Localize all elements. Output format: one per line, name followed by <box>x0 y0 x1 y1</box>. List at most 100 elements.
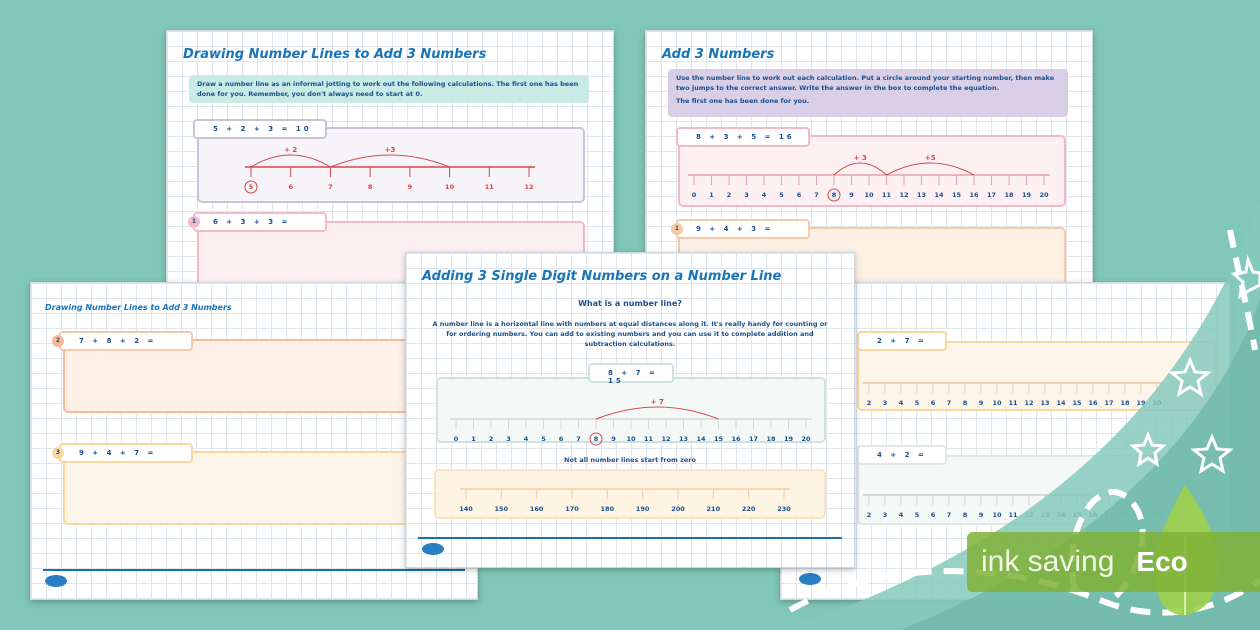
tick-label: 8 <box>368 183 373 191</box>
question-3-equation: 9 + 4 + 7 = <box>59 443 193 463</box>
tick-label: 5 <box>915 511 920 519</box>
tick-label: 11 <box>485 183 495 191</box>
jump-arc <box>330 154 450 168</box>
tick-label: 12 <box>899 191 908 199</box>
tick-label: 13 <box>679 435 688 443</box>
number-line-140-230: 140 150 160 170 180 190 200 210 220 230 <box>459 488 791 513</box>
tick-label: 11 <box>1008 511 1018 519</box>
tick-label: 7 <box>328 183 333 191</box>
tick-label: 5 <box>249 183 254 191</box>
example-equation: 8 + 7 = 15 <box>588 363 674 385</box>
jump-arc <box>886 162 975 176</box>
question-number: 2 <box>52 335 64 347</box>
tick-label: 1 <box>709 191 714 199</box>
question-equation: 4 + 2 = <box>857 445 947 465</box>
tick-label: 4 <box>899 511 904 519</box>
worksheet-adding-single-digit-numbers: Adding 3 Single Digit Numbers on a Numbe… <box>405 252 855 568</box>
worksheet-title: Drawing Number Lines to Add 3 Numbers <box>183 47 487 62</box>
instructions-text: Use the number line to work out each cal… <box>676 74 1055 92</box>
example-panel <box>197 127 585 203</box>
tick-label: 140 <box>459 505 473 513</box>
tick-label: 6 <box>797 191 802 199</box>
tick-label: 170 <box>565 505 579 513</box>
star-icons <box>1129 254 1260 475</box>
jump-arc <box>833 162 887 176</box>
tick-label: 6 <box>288 183 293 191</box>
ink-saving-label: ink saving <box>981 545 1115 578</box>
tick-label: 7 <box>947 511 952 519</box>
tick-label: 5 <box>779 191 784 199</box>
tick-label: 10 <box>992 511 1002 519</box>
tick-label: 14 <box>696 435 706 443</box>
tick-label: 15 <box>714 435 724 443</box>
tick-label: 11 <box>1008 399 1018 407</box>
example-equation: 5 + 2 + 3 = 10 <box>193 119 327 139</box>
tick-label: 18 <box>1120 399 1130 407</box>
tick-label: 16 <box>731 435 741 443</box>
tick-label: 7 <box>576 435 581 443</box>
question-number: 1 <box>671 223 683 235</box>
tick-label: 2 <box>867 511 872 519</box>
tick-label: 3 <box>883 399 888 407</box>
twinkl-logo <box>45 575 67 587</box>
jump-label: + 3 <box>854 154 867 162</box>
tick-label: 6 <box>931 511 936 519</box>
example-number-line: 0 1 2 3 4 5 6 7 8 9 10 11 12 13 14 15 16 17 18 19 20+ 3 +5 <box>688 154 1050 202</box>
tick-label: 4 <box>762 191 767 199</box>
example-number-line: 5 6 7 8 9 10 11 12 + 2 +3 <box>244 146 535 194</box>
tick-label: 7 <box>814 191 819 199</box>
question-number: 1 <box>188 216 200 228</box>
star-icon <box>1190 433 1234 475</box>
tick-label: 200 <box>671 505 685 513</box>
jump-arc <box>595 406 719 420</box>
tick-label: 10 <box>445 183 455 191</box>
tick-label: 5 <box>915 399 920 407</box>
tick-label: 230 <box>777 505 791 513</box>
star-icon <box>1230 254 1260 300</box>
example-number-line: 0 1 2 3 4 5 6 7 8 9 10 11 12 13 14 15 16 17 18 19 20+ 7 <box>450 398 812 446</box>
page-footer <box>43 569 465 571</box>
tick-label: 3 <box>744 191 749 199</box>
tick-label: 2 <box>867 399 872 407</box>
star-icon <box>1129 430 1167 468</box>
tick-label: 17 <box>749 435 758 443</box>
worksheet-add-3-numbers: Add 3 Numbers Use the number line to wor… <box>645 30 1093 290</box>
tick-label: 11 <box>644 435 654 443</box>
tick-label: 2 <box>489 435 494 443</box>
tick-label: 4 <box>899 399 904 407</box>
tick-label: 18 <box>766 435 776 443</box>
twinkl-logo <box>799 573 821 585</box>
worksheet-drawing-number-lines-page-2: Drawing Number Lines to Add 3 Numbers 7 … <box>30 282 478 600</box>
eco-label: Eco <box>1136 546 1188 577</box>
jump-label: +3 <box>385 146 396 154</box>
jump-label: + 2 <box>284 146 297 154</box>
body-text: A number line is a horizontal line with … <box>432 320 828 348</box>
tick-label: 12 <box>1024 399 1033 407</box>
start-circle <box>827 188 841 202</box>
tick-label: 9 <box>979 399 984 407</box>
tick-label: 17 <box>1104 399 1113 407</box>
tick-label: 150 <box>495 505 509 513</box>
instructions-box: Draw a number line as an informal jottin… <box>189 75 589 103</box>
tick-label: 5 <box>541 435 546 443</box>
worksheet-title: Adding 3 Single Digit Numbers on a Numbe… <box>422 269 782 284</box>
tick-label: 190 <box>636 505 650 513</box>
tick-label: 20 <box>801 435 811 443</box>
question-equation: 2 + 7 = <box>857 331 947 351</box>
tick-label: 8 <box>963 511 968 519</box>
tick-label: 220 <box>742 505 756 513</box>
ink-saving-badge: ink saving Eco <box>967 532 1260 592</box>
tick-label: 7 <box>947 399 952 407</box>
tick-label: 19 <box>784 435 794 443</box>
tick-label: 18 <box>1004 191 1014 199</box>
tick-label: 15 <box>1072 399 1082 407</box>
tick-label: 6 <box>931 399 936 407</box>
tick-label: 10 <box>626 435 636 443</box>
tick-label: 13 <box>1040 399 1049 407</box>
tick-label: 19 <box>1136 399 1146 407</box>
tick-label: 16 <box>1088 399 1098 407</box>
page-footer <box>418 537 842 539</box>
start-circle <box>244 180 258 194</box>
dashed-edge <box>1227 229 1258 351</box>
tick-label: 14 <box>1056 399 1066 407</box>
